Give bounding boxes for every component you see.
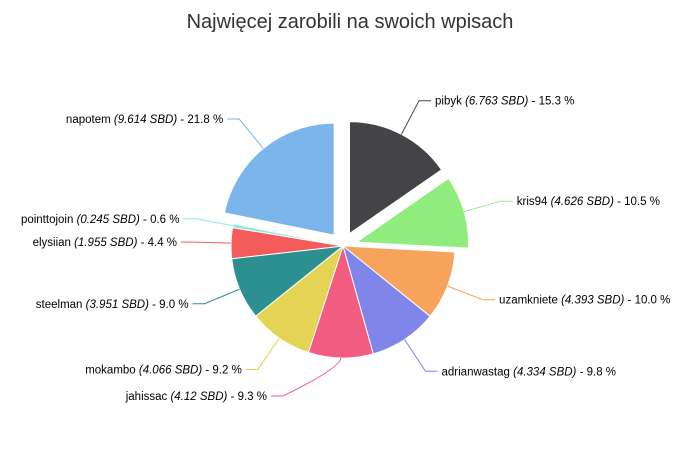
label-percent: - 4.4 % <box>137 237 177 249</box>
label-name: napotem <box>66 114 114 126</box>
data-label-napotem: napotem (9.614 SBD) - 21.8 % <box>66 114 223 126</box>
label-value: (1.955 SBD) <box>74 237 137 249</box>
data-label-steelman: steelman (3.951 SBD) - 9.0 % <box>36 299 189 311</box>
connectors-layer <box>181 100 513 397</box>
label-name: uzamkniete <box>499 295 561 307</box>
data-label-pibyk: pibyk (6.763 SBD) - 15.3 % <box>435 96 574 108</box>
data-label-mokambo: mokambo (4.066 SBD) - 9.2 % <box>85 364 242 376</box>
pie-slice-pointtojoin[interactable] <box>231 223 344 247</box>
connector-pointtojoin <box>183 218 233 227</box>
label-name: adrianwastag <box>442 366 514 378</box>
connector-steelman <box>192 288 240 305</box>
label-value: (9.614 SBD) <box>114 114 177 126</box>
connector-napotem <box>227 118 264 149</box>
labels-layer: pibyk (6.763 SBD) - 15.3 % kris94 (4.626 … <box>21 96 670 403</box>
label-percent: - 10.5 % <box>614 196 660 208</box>
label-name: mokambo <box>85 364 139 376</box>
label-name: pibyk <box>435 96 465 108</box>
data-label-adrianwastag: adrianwastag (4.334 SBD) - 9.8 % <box>442 366 617 378</box>
connector-kris94 <box>464 200 513 213</box>
label-value: (0.245 SBD) <box>77 214 140 226</box>
label-percent: - 10.0 % <box>624 295 670 307</box>
label-percent: - 0.6 % <box>140 214 180 226</box>
label-name: steelman <box>36 299 86 311</box>
label-name: kris94 <box>517 196 551 208</box>
label-percent: - 9.2 % <box>202 364 242 376</box>
data-label-jahissac: jahissac (4.12 SBD) - 9.3 % <box>125 391 267 403</box>
label-value: (4.393 SBD) <box>561 295 624 307</box>
data-label-pointtojoin: pointtojoin (0.245 SBD) - 0.6 % <box>21 214 180 226</box>
connector-elysiian <box>181 241 232 244</box>
label-name: pointtojoin <box>21 214 77 226</box>
label-name: jahissac <box>125 391 171 403</box>
connector-jahissac <box>271 357 342 397</box>
label-value: (4.334 SBD) <box>513 366 576 378</box>
pie-slice-kris94[interactable] <box>354 177 469 249</box>
label-name: elysiian <box>33 237 75 249</box>
data-label-kris94: kris94 (4.626 SBD) - 10.5 % <box>517 196 660 208</box>
label-percent: - 9.8 % <box>576 366 616 378</box>
label-value: (4.626 SBD) <box>551 196 614 208</box>
connector-mokambo <box>245 337 280 370</box>
label-percent: - 21.8 % <box>177 114 223 126</box>
data-label-elysiian: elysiian (1.955 SBD) - 4.4 % <box>33 237 177 249</box>
label-value: (4.12 SBD) <box>170 391 227 403</box>
slices-layer <box>223 121 469 359</box>
connector-pibyk <box>400 100 432 135</box>
data-label-uzamkniete: uzamkniete (4.393 SBD) - 10.0 % <box>499 295 670 307</box>
label-value: (4.066 SBD) <box>139 364 202 376</box>
label-percent: - 9.3 % <box>227 391 267 403</box>
chart-title: Najwięcej zarobili na swoich wpisach <box>187 11 514 33</box>
label-value: (6.763 SBD) <box>465 96 528 108</box>
label-percent: - 9.0 % <box>149 299 189 311</box>
label-percent: - 15.3 % <box>528 96 574 108</box>
pie-slice-napotem[interactable] <box>223 122 335 236</box>
connector-uzamkniete <box>447 285 496 301</box>
pie-slice-pibyk[interactable] <box>348 121 443 235</box>
connector-adrianwastag <box>404 339 438 372</box>
label-value: (3.951 SBD) <box>86 299 149 311</box>
